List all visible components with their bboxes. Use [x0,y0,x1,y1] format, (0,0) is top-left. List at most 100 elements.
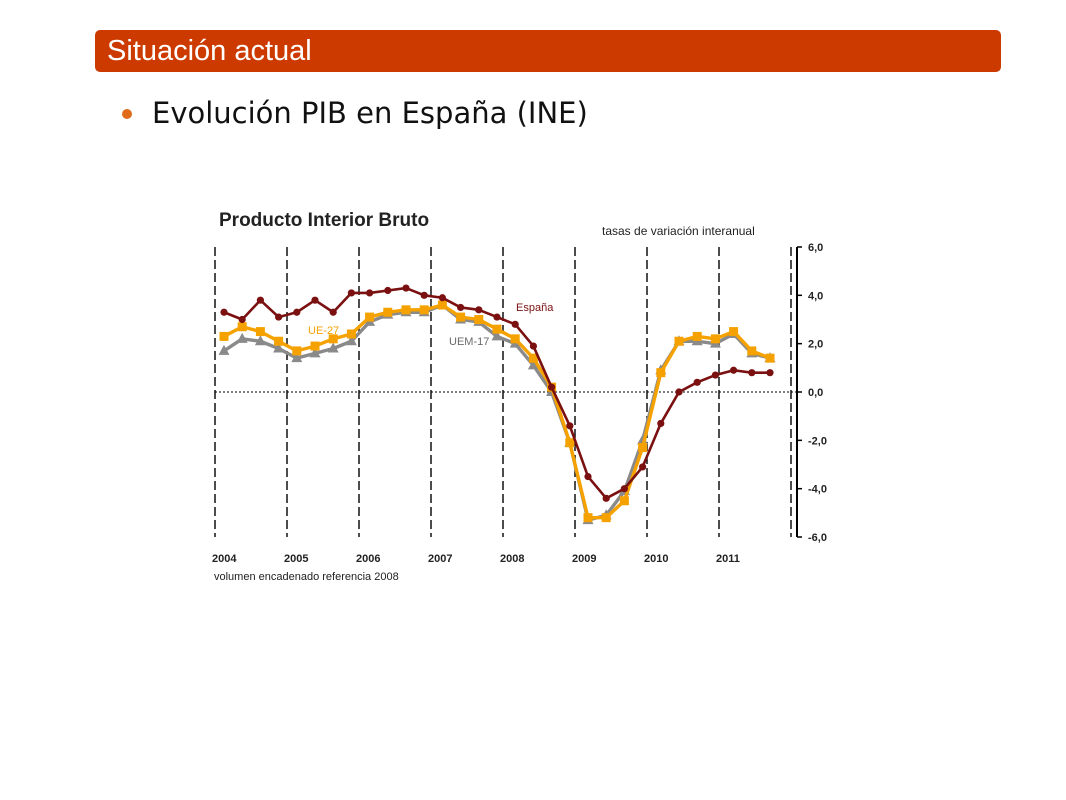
point-ue27 [765,353,775,363]
point-espana [566,422,574,430]
point-ue27 [656,368,666,378]
axes: 6,0 4,0 2,0 0,0 -2,0 -4,0 -6,0 2004 2005 2006 2007… [212,242,827,565]
series-label: España [516,302,554,314]
point-ue27 [729,327,739,337]
chart-subtitle: tasas de variación interanual [602,224,755,238]
point-ue27 [419,305,429,315]
point-espana [238,315,246,324]
point-ue27 [474,315,484,324]
point-espana [620,485,629,493]
x-tick-label: 2004 [212,553,237,565]
point-ue27 [328,334,338,344]
point-uem17 [527,359,539,370]
point-espana [602,494,610,502]
series [218,284,776,525]
point-espana [748,369,756,377]
point-ue27 [346,329,356,339]
chart-note: volumen encadenado referencia 2008 [214,571,399,583]
y-tick-label: 4,0 [808,290,823,302]
point-ue27 [274,336,284,346]
point-ue27 [565,438,575,448]
point-espana [220,308,228,316]
point-espana [311,296,319,304]
y-tick-label: 0,0 [808,387,823,399]
point-ue27 [692,331,702,341]
point-uem17 [309,347,321,358]
point-espana [275,313,283,321]
point-espana [766,369,774,377]
point-ue27 [747,346,757,356]
y-tick-label: -4,0 [808,484,827,496]
series-labels: España UE-27 UEM-17 [308,302,554,348]
point-espana [693,378,701,386]
point-espana [511,320,519,328]
point-uem17 [327,342,339,353]
point-ue27 [219,331,229,341]
point-espana [639,463,647,471]
point-uem17 [218,344,230,355]
point-ue27 [601,513,611,523]
point-ue27 [710,334,720,344]
bullet-text: Evolución PIB en España (INE) [152,96,588,130]
point-ue27 [674,336,684,346]
point-espana [256,296,264,304]
point-espana [730,366,738,374]
x-tick-label: 2008 [500,553,524,565]
x-tick-label: 2007 [428,553,452,565]
point-espana [402,284,410,292]
bullet-dot-icon [122,109,132,119]
series-label: UE-27 [308,325,339,337]
point-espana [347,289,355,297]
point-uem17 [236,332,248,343]
point-espana [529,342,538,350]
grid [214,247,797,537]
y-tick-label: -2,0 [808,435,827,447]
point-espana [475,306,483,314]
point-ue27 [383,307,393,317]
x-tick-label: 2006 [356,553,380,565]
point-espana [293,308,301,316]
point-espana [366,289,374,297]
point-uem17 [491,330,503,341]
chart-title: Producto Interior Bruto [219,210,429,231]
y-tick-label: 2,0 [808,339,823,351]
header-bar: Situación actual [95,30,1001,72]
point-uem17 [345,335,357,346]
point-ue27 [528,353,538,363]
point-espana [457,303,465,312]
point-espana [384,286,392,295]
point-espana [584,472,592,481]
point-espana [493,313,501,321]
point-ue27 [583,513,593,523]
point-espana [675,388,683,396]
series-label: UEM-17 [449,336,489,348]
y-tick-label: 6,0 [808,242,823,254]
point-ue27 [292,346,302,356]
point-ue27 [237,322,247,332]
point-espana [548,383,556,391]
point-uem17 [273,342,285,353]
point-ue27 [638,443,648,453]
point-espana [329,308,337,316]
point-ue27 [310,341,320,351]
point-ue27 [619,496,629,506]
point-uem17 [291,352,303,363]
x-tick-label: 2005 [284,553,308,565]
point-ue27 [437,300,447,310]
y-tick-label: -6,0 [808,532,827,544]
point-ue27 [510,334,520,344]
point-espana [657,419,665,428]
point-ue27 [365,312,375,322]
header-title: Situación actual [107,35,312,67]
x-tick-label: 2009 [572,553,596,565]
point-ue27 [401,305,411,315]
point-uem17 [254,335,266,346]
point-espana [711,371,720,379]
x-tick-label: 2010 [644,553,668,565]
point-ue27 [255,327,265,337]
point-espana [438,294,446,302]
x-tick-label: 2011 [716,553,740,565]
point-ue27 [456,312,466,322]
point-espana [420,291,428,299]
